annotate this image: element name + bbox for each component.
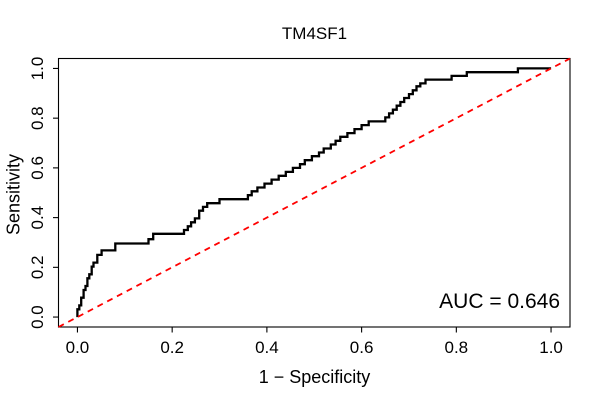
x-axis-tick-label: 0.6 [350,338,374,357]
y-axis-tick-label: 0.0 [28,305,47,329]
chance-diagonal [58,57,571,328]
y-axis-tick-label: 0.4 [28,206,47,230]
y-axis-tick-label: 1.0 [28,57,47,81]
x-axis-tick-label: 0.2 [160,338,184,357]
y-axis-title: Sensitivity [3,153,24,236]
auc-annotation: AUC = 0.646 [439,290,560,313]
x-axis-tick-label: 0.0 [66,338,90,357]
x-axis-tick-label: 1.0 [539,338,563,357]
y-axis-tick-label: 0.6 [28,156,47,180]
x-axis-tick-label: 0.8 [445,338,469,357]
plot-frame [57,57,571,328]
plot-title: TM4SF1 [281,24,348,43]
roc-curve [76,67,552,318]
x-axis-tick-label: 0.4 [255,338,279,357]
y-axis-tick-label: 0.2 [28,256,47,280]
x-axis-title: 1 − Specificity [258,367,371,387]
y-axis-tick-label: 0.8 [28,106,47,130]
